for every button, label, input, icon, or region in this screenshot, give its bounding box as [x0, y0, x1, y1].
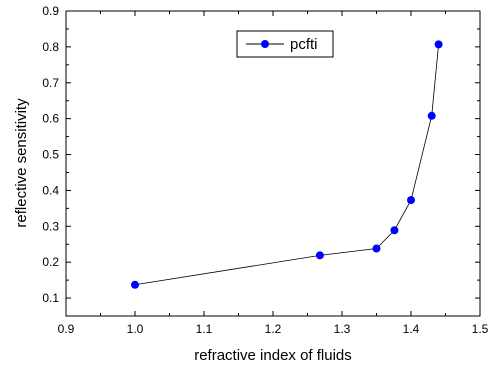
x-tick-label: 1.5 [472, 322, 489, 336]
x-axis-ticks: 0.9 1.0 1.1 1.2 1.3 1.4 1.5 [58, 11, 489, 336]
series-line [134, 44, 439, 286]
legend: pcfti [236, 30, 334, 58]
y-tick-label: 0.9 [42, 4, 59, 18]
series-layer [131, 40, 443, 289]
x-tick-label: 1.1 [196, 322, 213, 336]
y-axis-ticks: 0.1 0.2 0.3 0.4 0.5 0.6 0.7 0.8 0.9 [42, 4, 480, 317]
x-tick-label: 1.2 [265, 322, 282, 336]
legend-marker [261, 40, 269, 48]
x-axis-title: refractive index of fluids [194, 347, 352, 364]
data-point [390, 226, 399, 235]
x-tick-label: 0.9 [58, 322, 75, 336]
data-point [315, 251, 324, 260]
x-tick-label: 1.3 [334, 322, 351, 336]
data-point [372, 244, 381, 253]
legend-label: pcfti [290, 36, 318, 53]
x-tick-label: 1.4 [403, 322, 420, 336]
y-tick-label: 0.5 [42, 148, 59, 162]
y-tick-label: 0.7 [42, 76, 59, 90]
y-tick-label: 0.1 [42, 291, 59, 305]
y-tick-label: 0.3 [42, 219, 59, 233]
x-tick-label: 1.0 [127, 322, 144, 336]
y-tick-label: 0.4 [42, 183, 59, 197]
data-point [131, 280, 139, 289]
data-point [427, 111, 436, 120]
y-tick-label: 0.6 [42, 112, 59, 126]
y-tick-label: 0.8 [42, 40, 59, 54]
data-point [407, 196, 415, 205]
y-tick-label: 0.2 [42, 255, 59, 269]
y-axis-title: reflective sensitivity [13, 98, 30, 228]
data-point [434, 40, 443, 49]
